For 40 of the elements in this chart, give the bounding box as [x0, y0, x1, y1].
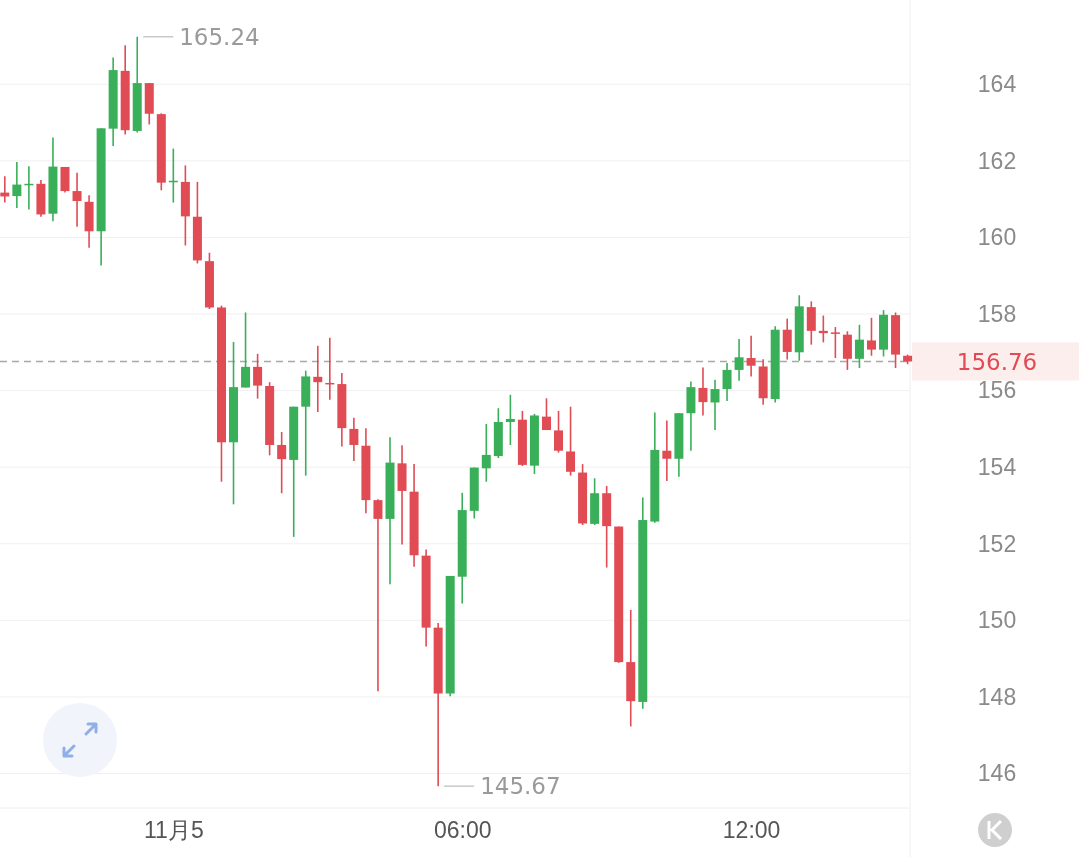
- y-tick-label: 158: [977, 300, 1017, 327]
- candlestick: [253, 353, 263, 400]
- candlestick: [662, 419, 672, 482]
- y-tick-label: 156: [977, 377, 1017, 404]
- candlestick: [566, 405, 576, 477]
- candlestick: [554, 410, 564, 454]
- candlestick: [806, 300, 816, 346]
- y-tick-label: 154: [977, 454, 1017, 481]
- annotation: 165.24: [179, 23, 260, 50]
- y-tick-label: 160: [977, 224, 1017, 251]
- y-tick-label: 148: [977, 683, 1017, 710]
- x-tick-label: 11月5: [144, 817, 204, 844]
- y-tick-label: 164: [977, 71, 1017, 98]
- y-tick-label: 150: [977, 607, 1017, 634]
- candlestick: [241, 311, 251, 389]
- x-tick-label: 06:00: [433, 817, 492, 844]
- candlestick: [746, 335, 756, 378]
- y-tick-label: 162: [977, 147, 1017, 174]
- candlestick: [854, 323, 864, 369]
- candlestick: [830, 326, 840, 359]
- annotation: 145.67: [480, 773, 561, 800]
- candlestick: [373, 498, 383, 692]
- ref-line-label: 156.76: [956, 348, 1038, 375]
- x-tick-label: 12:00: [722, 817, 781, 844]
- y-tick-label: 146: [977, 760, 1017, 787]
- candlestick: [734, 338, 744, 382]
- candlestick: [710, 379, 720, 431]
- candlestick: [313, 344, 323, 413]
- candlestick: [866, 317, 876, 357]
- candlestick: [698, 366, 708, 417]
- candlestick: [782, 317, 792, 361]
- candlestick: [481, 423, 491, 483]
- candlestick: [349, 416, 359, 462]
- candlestick: [12, 161, 22, 209]
- candlestick: [722, 362, 732, 402]
- candlestick: [72, 171, 82, 228]
- candlestick: [277, 431, 287, 495]
- y-tick-label: 152: [977, 530, 1017, 557]
- candlestick: [505, 394, 515, 446]
- candlestick: [541, 397, 551, 431]
